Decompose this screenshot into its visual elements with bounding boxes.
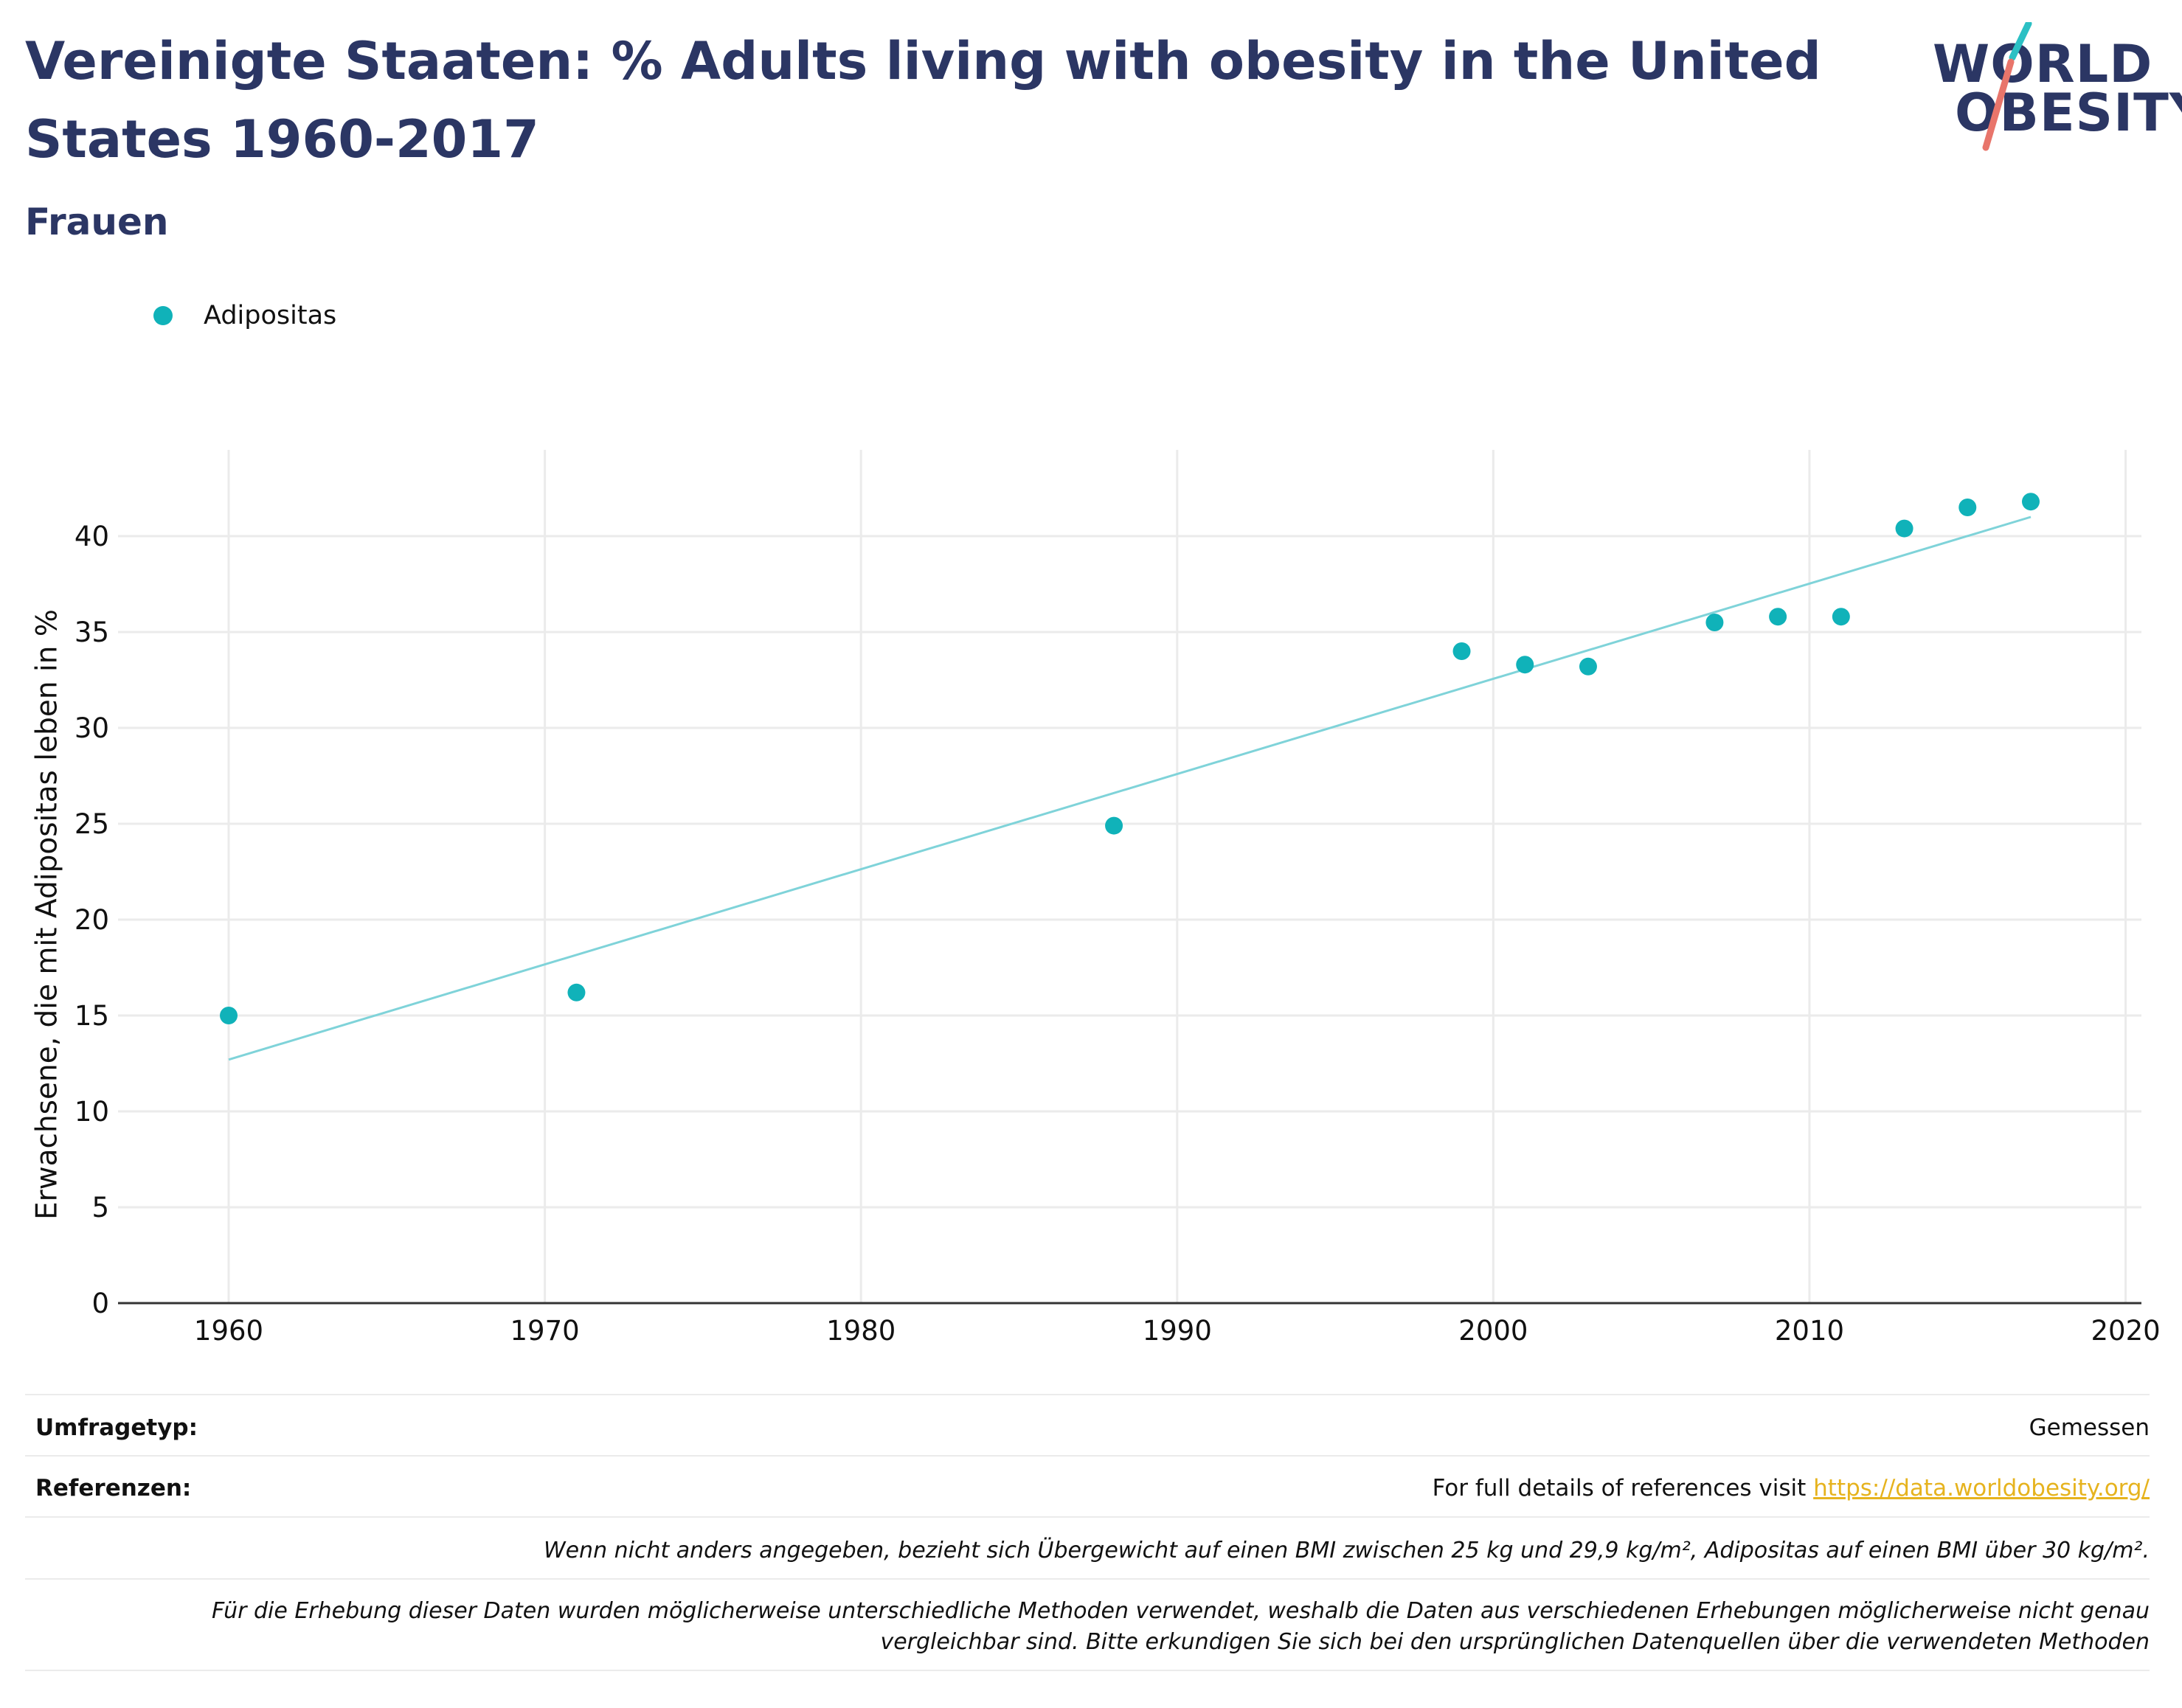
references-link[interactable]: https://data.worldobesity.org/: [1813, 1475, 2150, 1502]
scatter-chart: 1960 1970 1980 1990 2000 2010 2020 0 5 10 15 20 25 30…: [75, 450, 2161, 1347]
references-text: For full details of references visit: [1432, 1475, 1814, 1502]
y-tick-label: 25: [75, 808, 109, 840]
data-point: [1895, 519, 1913, 538]
x-tick-label: 2010: [1775, 1315, 1844, 1347]
data-point: [220, 1007, 238, 1024]
footer-divider: [25, 1670, 2150, 1671]
y-tick-label: 20: [75, 904, 109, 936]
footer-divider: [25, 1394, 2150, 1395]
data-point: [1452, 642, 1471, 660]
x-tick-label: 1970: [510, 1315, 580, 1347]
data-point: [567, 983, 586, 1001]
x-tick-label: 2020: [2091, 1315, 2160, 1347]
x-tick-label: 1980: [826, 1315, 896, 1347]
y-tick-label: 0: [91, 1288, 109, 1319]
page-title: Vereinigte Staaten: % Adults living with…: [25, 31, 1821, 170]
legend-marker-icon: [153, 306, 173, 325]
data-point: [2021, 493, 2040, 511]
trend-line: [228, 515, 2032, 1061]
data-point: [1105, 816, 1123, 835]
logo-slash-icon: [1982, 22, 2032, 151]
methods-note: Für die Erhebung dieser Daten wurden mög…: [212, 1598, 2150, 1655]
world-obesity-logo: WORLD OBESITY: [1925, 22, 2182, 155]
survey-type-value: Gemessen: [2029, 1414, 2150, 1441]
page-subtitle: Frauen: [25, 201, 169, 243]
footer-divider: [25, 1516, 2150, 1518]
chart-legend: Adipositas: [153, 295, 336, 336]
definition-note: Wenn nicht anders angegeben, bezieht sic…: [543, 1538, 2150, 1563]
data-point: [1832, 608, 1850, 626]
x-tick-label: 2000: [1458, 1315, 1528, 1347]
logo-word-world: WORLD: [1933, 34, 2153, 94]
footer-divider: [25, 1455, 2150, 1457]
references-value: For full details of references visit htt…: [1433, 1475, 2150, 1502]
survey-type-label: Umfragetyp:: [35, 1414, 198, 1441]
footer-divider: [25, 1578, 2150, 1580]
data-point: [1579, 657, 1597, 676]
references-label: Referenzen:: [35, 1475, 192, 1502]
y-tick-label: 40: [75, 521, 109, 552]
y-tick-label: 15: [75, 1000, 109, 1032]
y-tick-label: 10: [75, 1096, 109, 1128]
legend-label: Adipositas: [204, 301, 337, 330]
data-point: [1516, 656, 1534, 674]
x-tick-label: 1960: [194, 1315, 263, 1347]
y-tick-label: 35: [75, 617, 109, 648]
x-tick-label: 1990: [1143, 1315, 1212, 1347]
y-tick-label: 5: [91, 1192, 109, 1223]
data-point: [1705, 614, 1724, 631]
data-point: [1958, 499, 1977, 516]
y-tick-label: 30: [75, 712, 109, 744]
data-point: [1769, 608, 1787, 626]
